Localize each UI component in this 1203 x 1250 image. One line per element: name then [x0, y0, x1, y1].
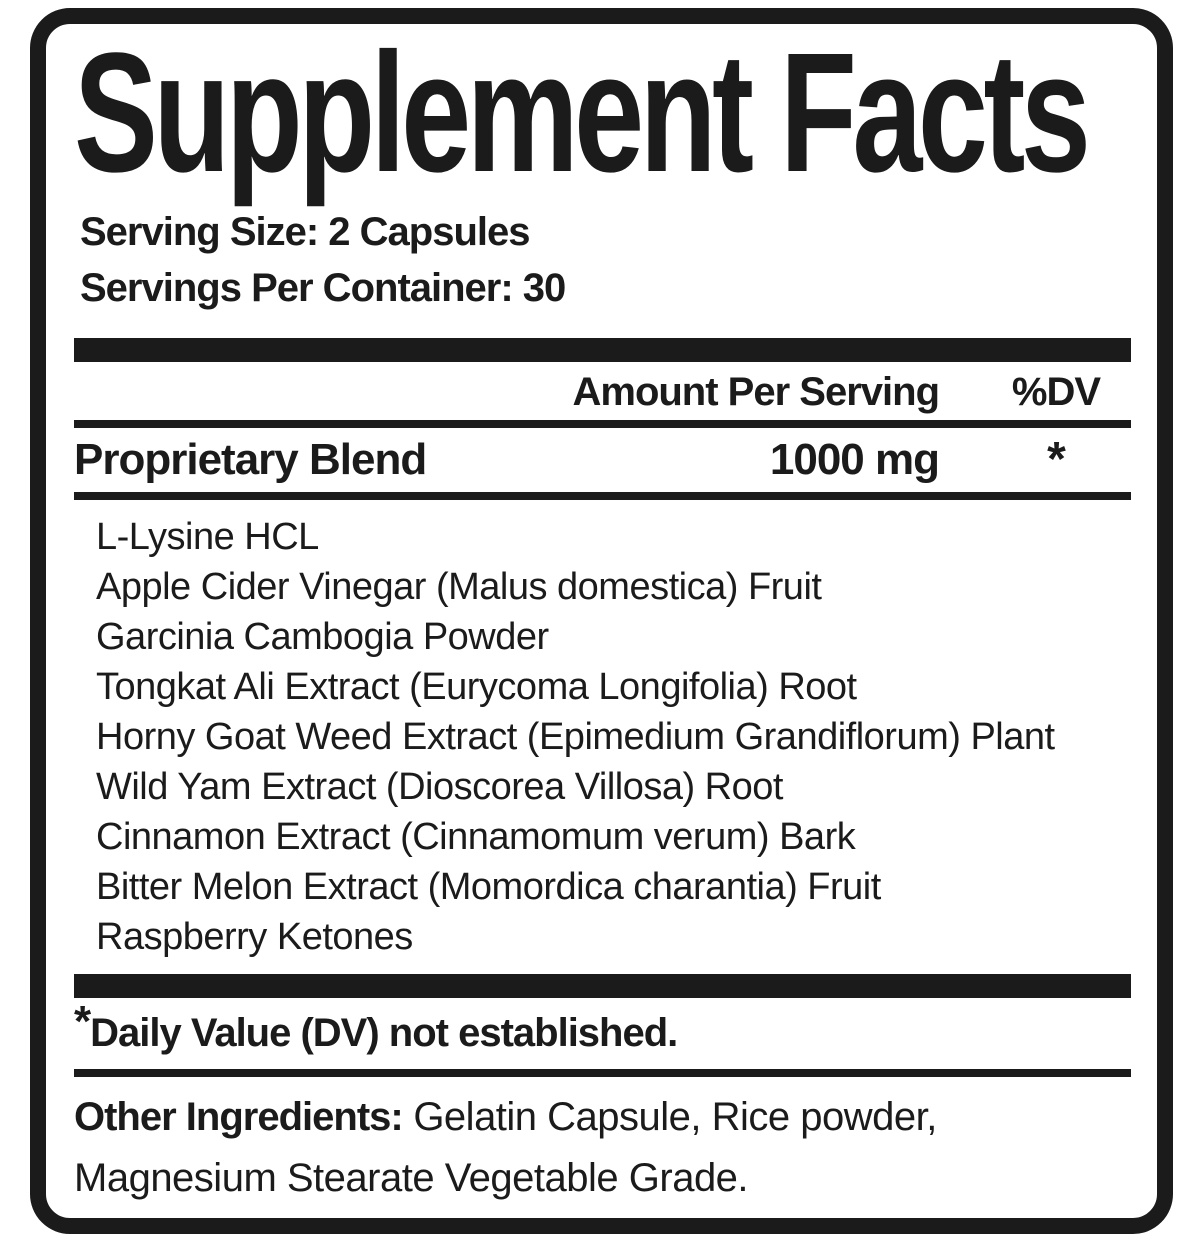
divider-thick-top — [74, 338, 1131, 362]
asterisk-symbol: * — [74, 997, 91, 1046]
ingredient-item: Apple Cider Vinegar (Malus domestica) Fr… — [96, 566, 822, 608]
panel-title: Supplement Facts — [74, 18, 1091, 208]
serving-info: Serving Size: 2 Capsules Servings Per Co… — [74, 204, 1131, 316]
daily-value-footnote: *Daily Value (DV) not established. — [74, 997, 1131, 1059]
divider-thin-below-blend — [74, 492, 1131, 500]
serving-size: Serving Size: 2 Capsules — [80, 210, 531, 254]
column-header-row: Amount Per Serving %DV — [74, 362, 1131, 420]
blend-name: Proprietary Blend — [74, 435, 427, 484]
other-ingredients: Other Ingredients: Gelatin Capsule, Rice… — [74, 1087, 1131, 1209]
column-header-amount: Amount Per Serving — [572, 370, 940, 414]
divider-thick-bottom — [74, 974, 1131, 998]
servings-per-container: Servings Per Container: 30 — [80, 266, 566, 310]
ingredient-item: Garcinia Cambogia Powder — [96, 616, 549, 658]
divider-thin-above-other — [74, 1069, 1131, 1077]
other-ingredients-text: Gelatin Capsule, Rice powder, Magnesium … — [74, 1095, 937, 1200]
footnote-text: Daily Value (DV) not established. — [90, 1011, 678, 1055]
ingredient-item: Tongkat Ali Extract (Eurycoma Longifolia… — [96, 666, 857, 708]
supplement-facts-panel: Supplement Facts Serving Size: 2 Capsule… — [30, 8, 1173, 1234]
column-header-dv: %DV — [1011, 370, 1101, 414]
ingredient-item: Horny Goat Weed Extract (Epimedium Grand… — [96, 716, 1055, 758]
divider-thin-above-blend — [74, 420, 1131, 428]
ingredient-item: Cinnamon Extract (Cinnamomum verum) Bark — [96, 816, 856, 858]
proprietary-blend-row: Proprietary Blend 1000 mg * — [74, 428, 1131, 492]
ingredient-item: Wild Yam Extract (Dioscorea Villosa) Roo… — [96, 766, 783, 808]
ingredient-list: L-Lysine HCL Apple Cider Vinegar (Malus … — [74, 500, 1131, 972]
blend-amount: 1000 mg — [769, 435, 940, 484]
ingredient-item: L-Lysine HCL — [96, 516, 319, 558]
blend-dv-asterisk: * — [1047, 433, 1066, 486]
ingredient-item: Bitter Melon Extract (Momordica charanti… — [96, 866, 881, 908]
other-ingredients-label: Other Ingredients: — [74, 1095, 404, 1139]
ingredient-item: Raspberry Ketones — [96, 916, 413, 958]
